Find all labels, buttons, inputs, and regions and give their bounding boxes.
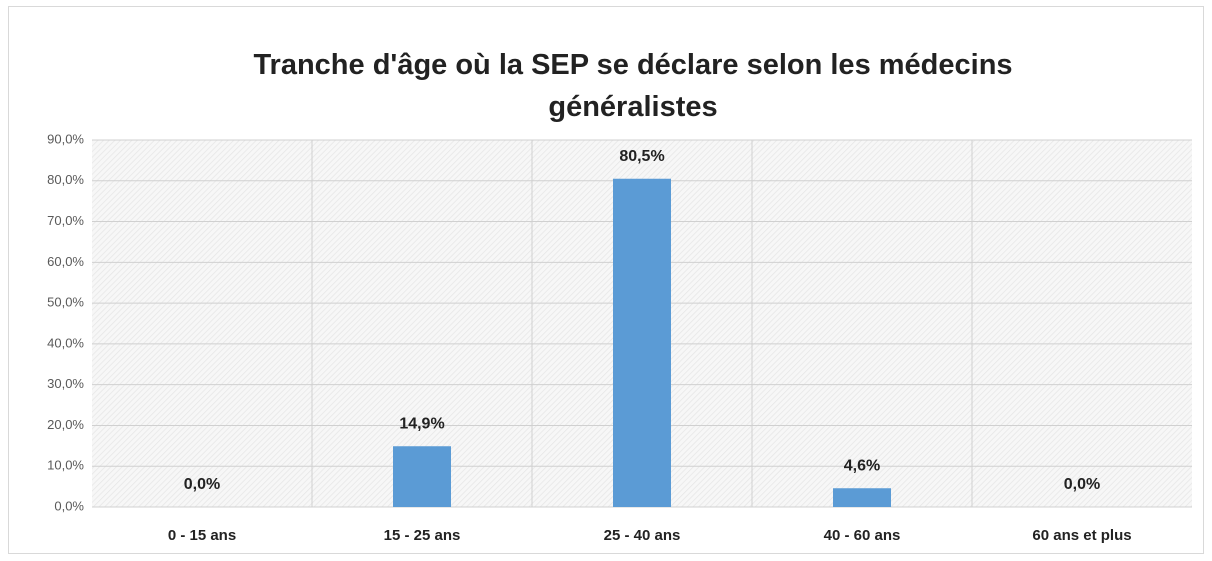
data-label: 14,9%: [399, 415, 444, 432]
bar: [393, 446, 451, 507]
data-label: 80,5%: [619, 148, 664, 165]
y-tick-label: 70,0%: [47, 213, 84, 228]
y-tick-label: 80,0%: [47, 172, 84, 187]
y-tick-label: 50,0%: [47, 295, 84, 310]
bar: [833, 488, 891, 507]
data-label: 0,0%: [1064, 476, 1100, 493]
y-tick-label: 90,0%: [47, 131, 84, 146]
y-tick-label: 10,0%: [47, 458, 84, 473]
bar: [613, 178, 671, 507]
y-tick-label: 40,0%: [47, 335, 84, 350]
x-tick-label: 15 - 25 ans: [384, 527, 461, 544]
x-tick-label: 0 - 15 ans: [168, 527, 236, 544]
x-tick-label: 60 ans et plus: [1032, 527, 1131, 544]
x-tick-label: 25 - 40 ans: [604, 527, 681, 544]
chart-frame: [8, 6, 1204, 554]
data-label: 4,6%: [844, 457, 880, 474]
y-tick-label: 20,0%: [47, 417, 84, 432]
y-tick-label: 0,0%: [54, 498, 84, 513]
y-tick-label: 30,0%: [47, 376, 84, 391]
x-tick-label: 40 - 60 ans: [824, 527, 901, 544]
y-tick-label: 60,0%: [47, 254, 84, 269]
data-label: 0,0%: [184, 476, 220, 493]
chart-title: Tranche d'âge où la SEP se déclare selon…: [253, 49, 1013, 123]
